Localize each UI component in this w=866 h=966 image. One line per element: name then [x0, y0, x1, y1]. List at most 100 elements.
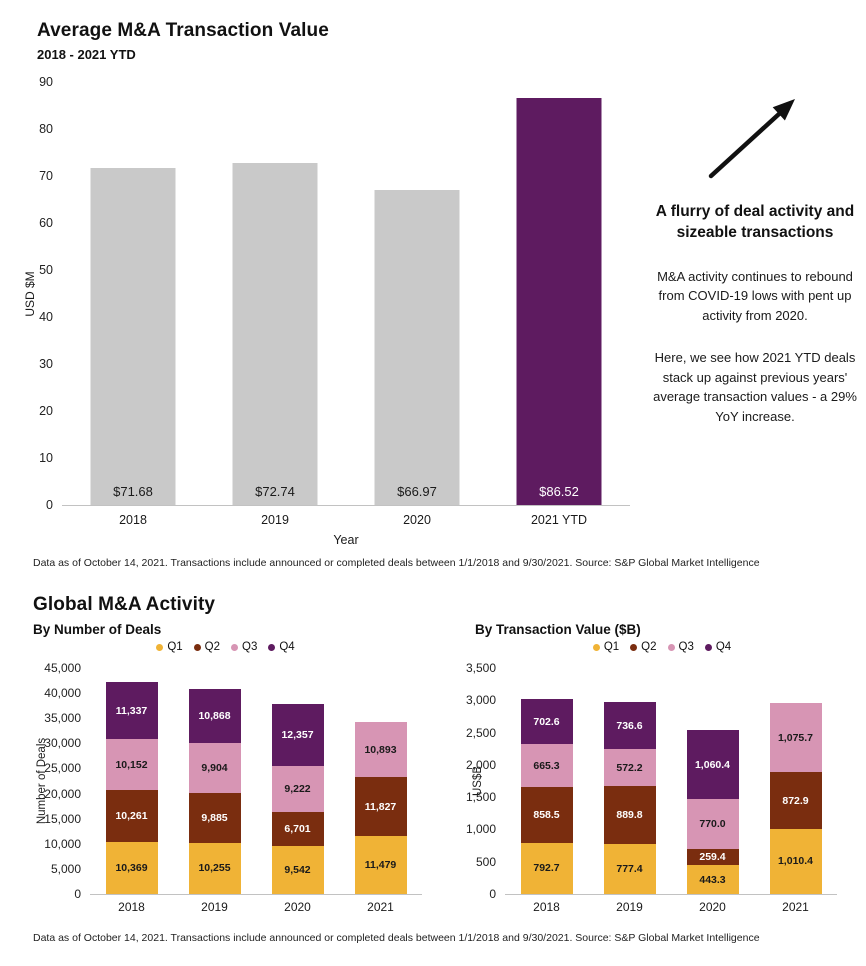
- x-axis-category-label: 2019: [616, 900, 643, 914]
- legend-item-q4: Q4: [704, 641, 732, 653]
- legend-label-q4: Q4: [715, 641, 732, 653]
- segment-q1-2021: 1,010.4: [769, 828, 822, 894]
- segment-q1-2018: 10,369: [105, 841, 158, 894]
- legend-label-q3: Q3: [242, 641, 258, 653]
- bar-slot-2020: 2020 9,542 6,701 9,222 12,357: [256, 668, 339, 914]
- segment-q4-2019: 10,868: [188, 688, 241, 744]
- value-chart-legend: Q1 Q2 Q3 Q4: [497, 641, 827, 653]
- legend-label-q4: Q4: [279, 641, 295, 653]
- y-axis-tick-label: 30: [39, 357, 53, 371]
- y-axis-tick-label: 3,000: [465, 693, 496, 708]
- callout-paragraph-1: M&A activity continues to rebound from C…: [657, 268, 853, 323]
- bar-slot-2019: 2019 10,255 9,885 9,904 10,868: [173, 668, 256, 914]
- top-footnote: Data as of October 14, 2021. Transaction…: [33, 557, 760, 569]
- x-axis-category-label: 2020: [284, 900, 311, 914]
- legend-item-q3: Q3: [231, 641, 257, 653]
- segment-q4-2018: 11,337: [105, 682, 158, 740]
- bar-slot-2020: 2020 443.3 259.4 770.0 1,060.4: [671, 668, 754, 914]
- bar-slot-2018: 2018 10,369 10,261 10,152 11,337: [90, 668, 173, 914]
- y-axis-tick-label: 5,000: [50, 861, 81, 876]
- bottom-footnote: Data as of October 14, 2021. Transaction…: [33, 932, 760, 944]
- segment-q1-2018: 792.7: [520, 842, 573, 894]
- legend-dot-q3: [231, 643, 238, 651]
- segment-q4-2020: 12,357: [271, 704, 324, 767]
- y-axis-tick-label: 50: [39, 263, 53, 277]
- legend-item-q1: Q1: [592, 641, 619, 653]
- bar-2018: $71.68: [90, 168, 176, 505]
- y-axis-tick-label: 20: [39, 404, 53, 418]
- legend-item-q2: Q2: [630, 641, 657, 653]
- avg-transaction-value-chart: 90 80 70 60 50 40 30 20 10 0 2018 $71.68 2019 $72.74 2…: [39, 75, 630, 527]
- top-chart-y-axis-title: USD $M: [23, 271, 37, 317]
- y-axis-tick-label: 0: [489, 887, 496, 901]
- segment-q3-2020: 9,222: [271, 766, 324, 813]
- y-axis-tick-label: 1,000: [465, 822, 496, 837]
- segment-q2-2020: 6,701: [271, 812, 324, 847]
- x-axis-category-label: 2021 YTD: [530, 513, 588, 527]
- value-chart-subtitle: By Transaction Value ($B): [475, 622, 641, 637]
- y-axis-tick-label: 0: [74, 887, 81, 901]
- y-axis-tick-label: 15,000: [44, 811, 81, 826]
- deals-chart-legend: Q1 Q2 Q3 Q4: [78, 641, 373, 653]
- top-chart-title: Average M&A Transaction Value: [37, 20, 329, 41]
- segment-q3-2021: 10,893: [354, 722, 407, 777]
- segment-q4-2019: 736.6: [603, 701, 656, 750]
- x-axis-category-label: 2021: [782, 900, 809, 914]
- legend-dot-q2: [630, 643, 638, 651]
- top-chart-x-axis-title: Year: [333, 533, 359, 547]
- bar-2019: $72.74: [232, 163, 318, 505]
- y-axis-tick-label: 1,500: [465, 790, 496, 805]
- callout-heading: A flurry of deal activity and sizeable t…: [655, 203, 855, 241]
- x-axis-category-label: 2020: [699, 900, 726, 914]
- x-axis-category-label: 2019: [261, 513, 289, 527]
- segment-q4-2020: 1,060.4: [686, 730, 739, 799]
- up-right-arrow-icon: [708, 99, 795, 179]
- segment-q1-2019: 10,255: [188, 842, 241, 894]
- bar-value-label: $71.68: [113, 484, 153, 499]
- segment-q4-2018: 702.6: [520, 699, 573, 745]
- legend-dot-q1: [156, 643, 164, 651]
- segment-q2-2019: 889.8: [603, 786, 656, 844]
- deals-by-value-chart: 3,500 3,000 2,500 2,000 1,500 1,000 500 0 2018 79…: [466, 661, 837, 914]
- segment-q1-2019: 777.4: [603, 843, 656, 894]
- segment-q2-2021: 872.9: [769, 772, 822, 829]
- legend-label-q2: Q2: [641, 641, 657, 653]
- bar-slot-2019: 2019 777.4 889.8 572.2 736.6: [588, 668, 671, 914]
- x-axis-category-label: 2018: [118, 900, 145, 914]
- bar-slot-2020: 2020 $66.97: [346, 82, 488, 527]
- bottom-section-title: Global M&A Activity: [33, 594, 216, 615]
- bar-slot-2021: 2021 1,010.4 872.9 1,075.7: [754, 668, 837, 914]
- bar-slot-2018: 2018 792.7 858.5 665.3 702.6: [505, 668, 588, 914]
- legend-label-q2: Q2: [204, 641, 220, 653]
- legend-label-q1: Q1: [167, 641, 183, 653]
- x-axis-category-label: 2018: [119, 513, 147, 527]
- segment-q3-2019: 9,904: [188, 743, 241, 793]
- y-axis-tick-label: 2,000: [465, 757, 496, 772]
- legend-dot-q3: [667, 643, 675, 651]
- y-axis-tick-label: 10: [39, 451, 53, 465]
- y-axis-tick-label: 500: [475, 854, 496, 869]
- deals-by-number-chart: 45,000 40,000 35,000 30,000 25,000 20,000 15,0…: [44, 661, 422, 914]
- bar-2021-ytd: $86.52: [516, 98, 602, 505]
- y-axis-tick-label: 45,000: [44, 661, 81, 675]
- y-axis-tick-label: 40: [39, 310, 53, 324]
- legend-item-q3: Q3: [667, 641, 694, 653]
- y-axis-tick-label: 30,000: [44, 736, 81, 751]
- segment-q2-2018: 858.5: [520, 787, 573, 843]
- bar-value-label: $86.52: [539, 484, 579, 499]
- y-axis-tick-label: 40,000: [44, 686, 81, 701]
- x-axis-category-label: 2020: [403, 513, 431, 527]
- y-axis-tick-label: 2,500: [465, 725, 496, 740]
- segment-q3-2019: 572.2: [603, 749, 656, 787]
- segment-q2-2018: 10,261: [105, 790, 158, 842]
- top-chart-subtitle: 2018 - 2021 YTD: [37, 47, 136, 62]
- x-axis-category-label: 2021: [367, 900, 394, 914]
- bar-value-label: $72.74: [255, 484, 295, 499]
- segment-q2-2020: 259.4: [686, 848, 739, 866]
- y-axis-tick-label: 90: [39, 75, 53, 89]
- segment-q2-2021: 11,827: [354, 776, 407, 837]
- legend-dot-q4: [268, 643, 276, 651]
- segment-q3-2018: 665.3: [520, 744, 573, 788]
- bar-slot-2021: 2021 11,479 11,827 10,893: [339, 668, 422, 914]
